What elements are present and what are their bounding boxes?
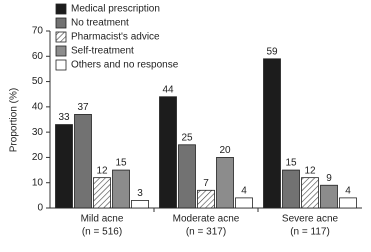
- value-label: 12: [96, 165, 108, 176]
- y-tick-label: 50: [32, 76, 44, 87]
- x-tick-note: (n = 516): [82, 227, 122, 238]
- x-tick-note: (n = 317): [186, 227, 226, 238]
- value-label: 15: [115, 158, 127, 169]
- bar: [235, 197, 253, 209]
- legend-swatch: [55, 31, 67, 43]
- bar: [131, 200, 149, 209]
- bar: [301, 177, 319, 209]
- bar: [93, 177, 111, 209]
- value-label: 33: [58, 112, 70, 123]
- bar: [263, 58, 281, 209]
- bar: [197, 189, 215, 209]
- value-label: 59: [266, 46, 278, 57]
- value-label: 37: [77, 102, 89, 113]
- value-label: 4: [345, 186, 351, 197]
- y-tick-label: 60: [32, 51, 44, 62]
- value-label: 12: [304, 165, 316, 176]
- x-tick-note: (n = 117): [290, 227, 330, 238]
- bar: [112, 169, 130, 209]
- x-tick-label: Severe acne: [282, 214, 339, 225]
- bar: [320, 184, 338, 209]
- legend-swatch: [55, 3, 67, 15]
- legend-swatch: [55, 45, 67, 57]
- value-label: 9: [326, 173, 332, 184]
- legend-swatch: [55, 17, 67, 29]
- bar: [339, 197, 357, 209]
- legend-label: Others and no response: [71, 60, 179, 71]
- legend-label: Self-treatment: [71, 46, 134, 57]
- value-label: 15: [285, 158, 297, 169]
- bar: [159, 96, 177, 209]
- legend-label: Medical prescription: [71, 4, 160, 15]
- value-label: 20: [219, 145, 231, 156]
- y-tick-label: 0: [37, 203, 43, 214]
- legend-swatch: [55, 59, 67, 71]
- bar: [282, 169, 300, 209]
- y-tick-label: 20: [32, 152, 44, 163]
- value-label: 44: [162, 84, 174, 95]
- bar: [178, 144, 196, 209]
- x-tick-label: Mild acne: [81, 214, 124, 225]
- value-label: 3: [137, 188, 143, 199]
- legend-label: No treatment: [71, 18, 129, 29]
- y-axis-label: Proportion (%): [9, 88, 20, 152]
- bar: [216, 157, 234, 209]
- value-label: 25: [181, 132, 193, 143]
- x-tick-label: Moderate acne: [173, 214, 240, 225]
- y-tick-label: 10: [32, 177, 44, 188]
- legend-label: Pharmacist's advice: [71, 32, 160, 43]
- bar: [55, 124, 73, 209]
- y-tick-label: 70: [32, 26, 44, 37]
- value-label: 4: [241, 186, 247, 197]
- y-tick-label: 30: [32, 127, 44, 138]
- y-tick-label: 40: [32, 101, 44, 112]
- bar: [74, 114, 92, 209]
- value-label: 7: [203, 178, 209, 189]
